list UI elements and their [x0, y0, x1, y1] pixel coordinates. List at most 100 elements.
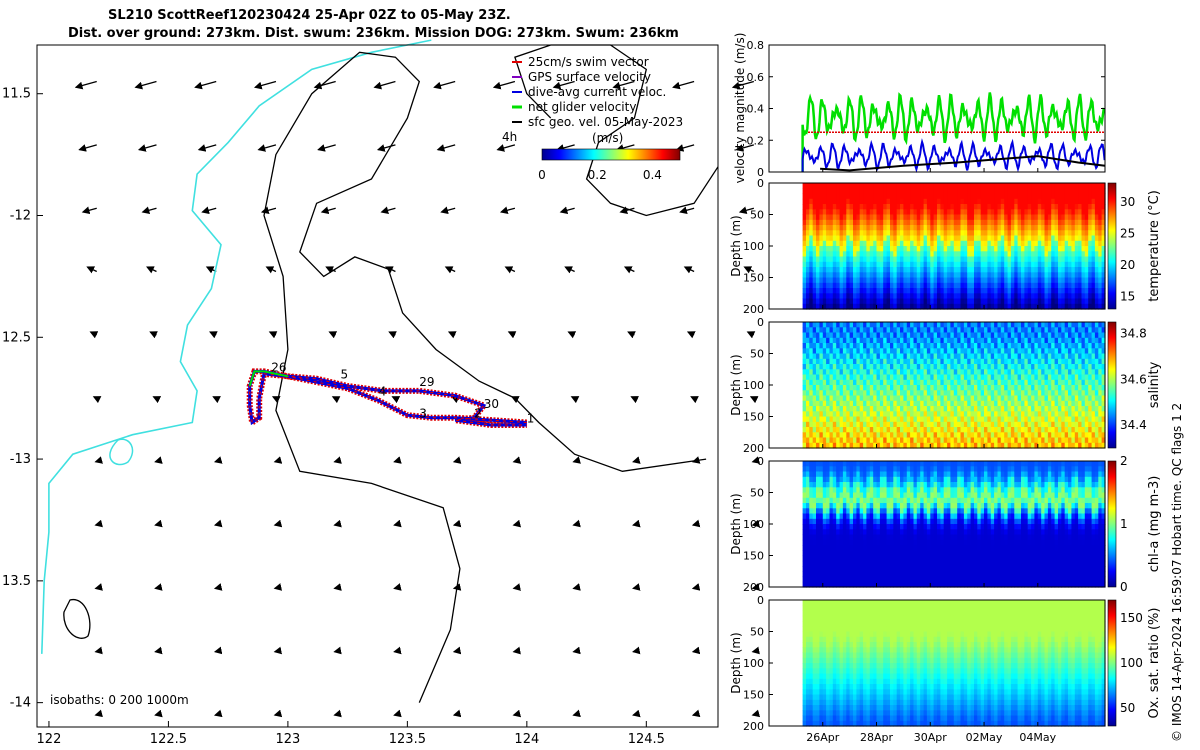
colorbar-tick-label: 50	[1120, 701, 1135, 715]
map-y-ticks: 11.5 -12 12.5 -13 13.5 -14	[2, 87, 43, 711]
time-tick-label: 04May	[1019, 731, 1056, 744]
reef-island-west	[109, 438, 134, 466]
colorbar-tick-label: 25	[1120, 226, 1135, 240]
map-y-tick-label: -14	[10, 696, 31, 711]
track-label: 4	[379, 385, 387, 399]
colorbar-label: Ox. sat. ratio (%)	[1147, 608, 1162, 719]
legend-label: net glider velocity	[528, 100, 636, 114]
current-vector	[212, 396, 221, 404]
depth-tick-label: 100	[743, 240, 764, 253]
track-labels: 26 5 29 4 30 3 2 1	[271, 360, 534, 425]
chart-title-line2: Dist. over ground: 273km. Dist. swum: 23…	[68, 26, 679, 41]
current-vector	[253, 80, 277, 90]
scale-label: 4h	[502, 130, 517, 144]
velocity-y-ticks: 0 0.2 0.4 0.6 0.8	[747, 39, 1105, 179]
section-chla: 0 50 100 150 200 Depth (m) 0 1 2 chl-a (mg m-3)	[729, 454, 1162, 594]
current-vector	[686, 331, 696, 339]
section-colorbar	[1107, 460, 1117, 588]
current-vector	[731, 80, 755, 90]
legend-label: sfc geo. vel. 05-May-2023	[528, 115, 683, 129]
velocity-panel: 0 0.2 0.4 0.6 0.8 velocity magnitude (m/s)	[733, 33, 1106, 184]
colorbar-tick-label: 0	[1120, 580, 1128, 594]
track-label: 2	[474, 407, 482, 421]
colorbar-ticks: 0 0.2 0.4	[538, 168, 662, 182]
depth-axis-label: Depth (m)	[729, 215, 743, 276]
current-vector	[436, 144, 456, 152]
current-vector	[570, 396, 580, 404]
depth-tick-label: 50	[750, 209, 764, 222]
current-vector	[92, 396, 102, 404]
current-vector	[141, 206, 157, 215]
colorbar-label: (m/s)	[592, 131, 623, 145]
map-x-tick-label: 123	[275, 732, 300, 747]
velocity-series	[801, 92, 1106, 174]
colorbar-tick-label: 0.4	[643, 168, 662, 182]
depth-tick-label: 50	[750, 348, 764, 361]
track-label: 30	[484, 397, 499, 411]
current-vector	[492, 80, 516, 90]
current-vector	[559, 206, 575, 215]
current-vector	[746, 331, 756, 339]
depth-tick-label: 150	[743, 411, 764, 424]
depth-axis-label: Depth (m)	[729, 493, 743, 554]
colorbar-tick-label: 1	[1120, 517, 1128, 531]
colorbar-tick-label: 0	[538, 168, 546, 182]
depth-tick-label: 150	[743, 550, 764, 563]
depth-tick-label: 100	[743, 518, 764, 531]
speed-colorbar	[541, 148, 681, 161]
current-vector	[735, 144, 755, 152]
current-vector	[89, 331, 99, 339]
current-vector	[152, 396, 162, 404]
current-vector	[385, 266, 396, 274]
current-vector	[507, 331, 517, 339]
depth-tick-label: 200	[743, 720, 764, 733]
depth-tick-label: 0	[757, 316, 764, 329]
legend-label: GPS surface velocity	[528, 70, 651, 84]
current-vector	[388, 331, 397, 339]
map-x-tick-label: 124	[514, 732, 539, 747]
velocity-y-tick-label: 0.4	[747, 103, 765, 116]
current-vector	[630, 396, 640, 404]
depth-tick-label: 0	[757, 177, 764, 190]
map-y-tick-label: 13.5	[2, 574, 31, 589]
current-vector	[137, 144, 157, 152]
colorbar-label: salinity	[1147, 361, 1162, 408]
map-x-tick-label: 124.5	[628, 732, 665, 747]
swim-vector-overlay	[249, 370, 527, 426]
current-vector	[328, 331, 338, 339]
depth-tick-label: 150	[743, 272, 764, 285]
track-label: 5	[341, 368, 349, 382]
section-colorbar	[1107, 599, 1117, 727]
current-vector	[331, 396, 341, 404]
current-vector	[134, 80, 157, 90]
section-colorbar	[1107, 321, 1117, 449]
map-y-tick-label: -13	[10, 452, 31, 467]
current-vector	[268, 331, 278, 339]
current-vector	[320, 206, 336, 215]
velocity-ylabel: velocity magnitude (m/s)	[733, 33, 747, 184]
current-vector	[74, 80, 97, 90]
depth-tick-label: 200	[743, 442, 764, 455]
current-vector	[149, 331, 158, 339]
map-x-tick-label: 123.5	[389, 732, 426, 747]
velocity-series-line	[820, 155, 1106, 172]
current-vector	[201, 206, 217, 215]
map-y-tick-label: 12.5	[2, 330, 31, 345]
current-vector	[433, 80, 456, 90]
legend-label: dive-avg current veloc.	[528, 85, 666, 99]
depth-tick-label: 100	[743, 379, 764, 392]
depth-tick-label: 0	[757, 594, 764, 607]
current-vector	[209, 331, 218, 339]
current-vector	[194, 80, 217, 90]
glider-track	[246, 368, 528, 428]
map-y-tick-label: -12	[10, 209, 31, 224]
current-vector	[317, 144, 336, 152]
isobath-note: isobaths: 0 200 1000m	[50, 693, 189, 707]
current-vector	[325, 266, 336, 274]
colorbar-tick-label: 30	[1120, 195, 1135, 209]
current-vector	[627, 331, 636, 339]
current-vector	[257, 144, 277, 152]
map-x-tick-label: 122.5	[150, 732, 187, 747]
